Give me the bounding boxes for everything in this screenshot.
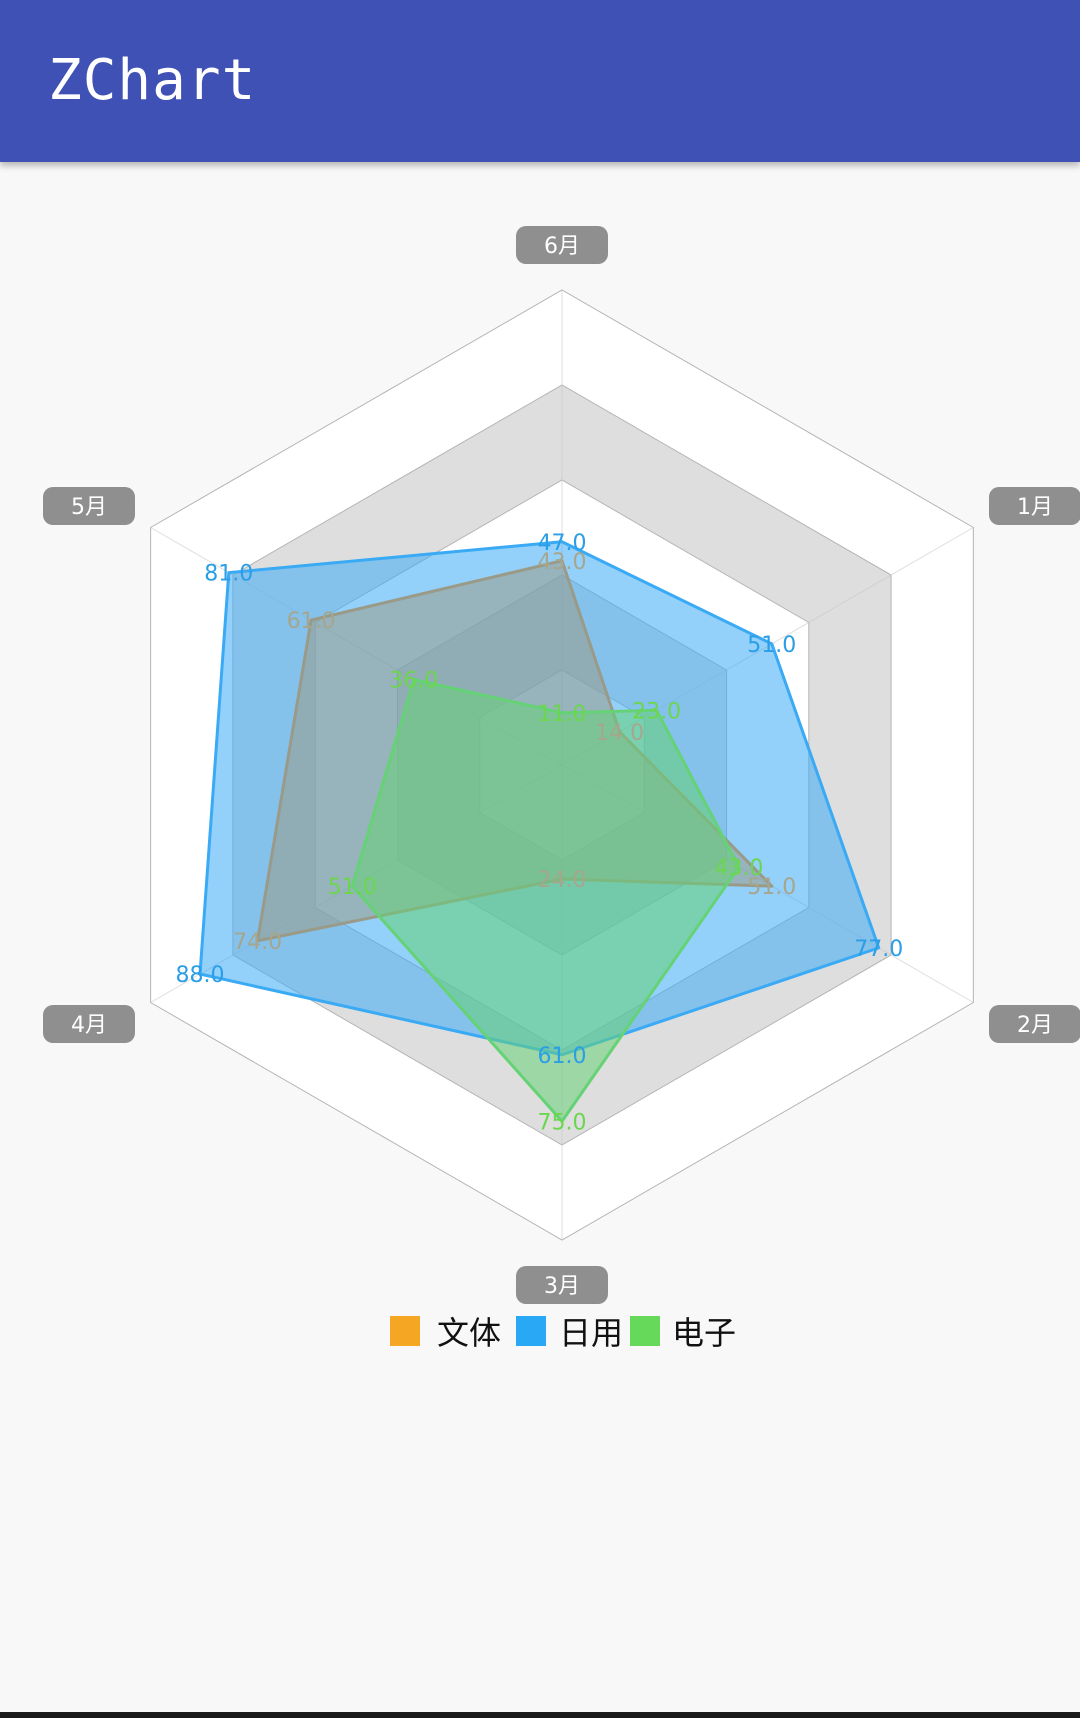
value-label-3-5: 36.0 xyxy=(389,669,438,694)
category-label-1: 1月 xyxy=(1017,495,1053,520)
value-label-2-3: 61.0 xyxy=(538,1044,587,1069)
legend-label-1: 文体 xyxy=(437,1314,501,1352)
value-label-3-2: 43.0 xyxy=(714,856,763,881)
value-label-1-3: 24.0 xyxy=(538,868,587,893)
system-nav-bar xyxy=(0,1712,1080,1718)
value-label-3-3: 75.0 xyxy=(538,1110,587,1135)
legend-label-3: 电子 xyxy=(672,1314,736,1352)
category-label-2: 2月 xyxy=(1017,1013,1053,1038)
value-label-2-1: 51.0 xyxy=(747,633,796,658)
value-label-3-1: 23.0 xyxy=(632,699,681,724)
category-pill-3 xyxy=(516,1266,608,1304)
value-label-1-6: 43.0 xyxy=(538,550,587,575)
legend-label-2: 日用 xyxy=(559,1314,623,1352)
category-pill-5 xyxy=(43,487,135,525)
value-label-2-6: 47.0 xyxy=(538,531,587,556)
value-label-1-2: 51.0 xyxy=(747,875,796,900)
value-label-2-5: 81.0 xyxy=(204,562,253,587)
category-label-4: 4月 xyxy=(71,1013,107,1038)
category-label-3: 3月 xyxy=(544,1274,580,1299)
value-label-3-4: 51.0 xyxy=(328,875,377,900)
category-label-6: 6月 xyxy=(544,234,580,259)
series-area-3 xyxy=(350,678,741,1123)
legend-swatch-3 xyxy=(630,1316,660,1346)
value-label-2-4: 88.0 xyxy=(176,963,225,988)
app-title: ZChart xyxy=(48,48,257,113)
category-pill-6 xyxy=(516,226,608,264)
category-pill-2 xyxy=(989,1005,1080,1043)
radar-chart: 14.051.024.074.061.043.051.077.061.088.0… xyxy=(43,226,1080,1352)
value-label-1-4: 74.0 xyxy=(233,930,282,955)
value-label-2-2: 77.0 xyxy=(854,937,903,962)
value-label-1-5: 61.0 xyxy=(287,609,336,634)
category-pill-4 xyxy=(43,1005,135,1043)
category-pill-1 xyxy=(989,487,1080,525)
value-label-3-6: 11.0 xyxy=(538,702,587,727)
legend-swatch-1 xyxy=(390,1316,420,1346)
value-label-1-1: 14.0 xyxy=(595,721,644,746)
category-label-5: 5月 xyxy=(71,495,107,520)
legend-swatch-2 xyxy=(516,1316,546,1346)
app-bar: ZChart xyxy=(0,0,1080,162)
